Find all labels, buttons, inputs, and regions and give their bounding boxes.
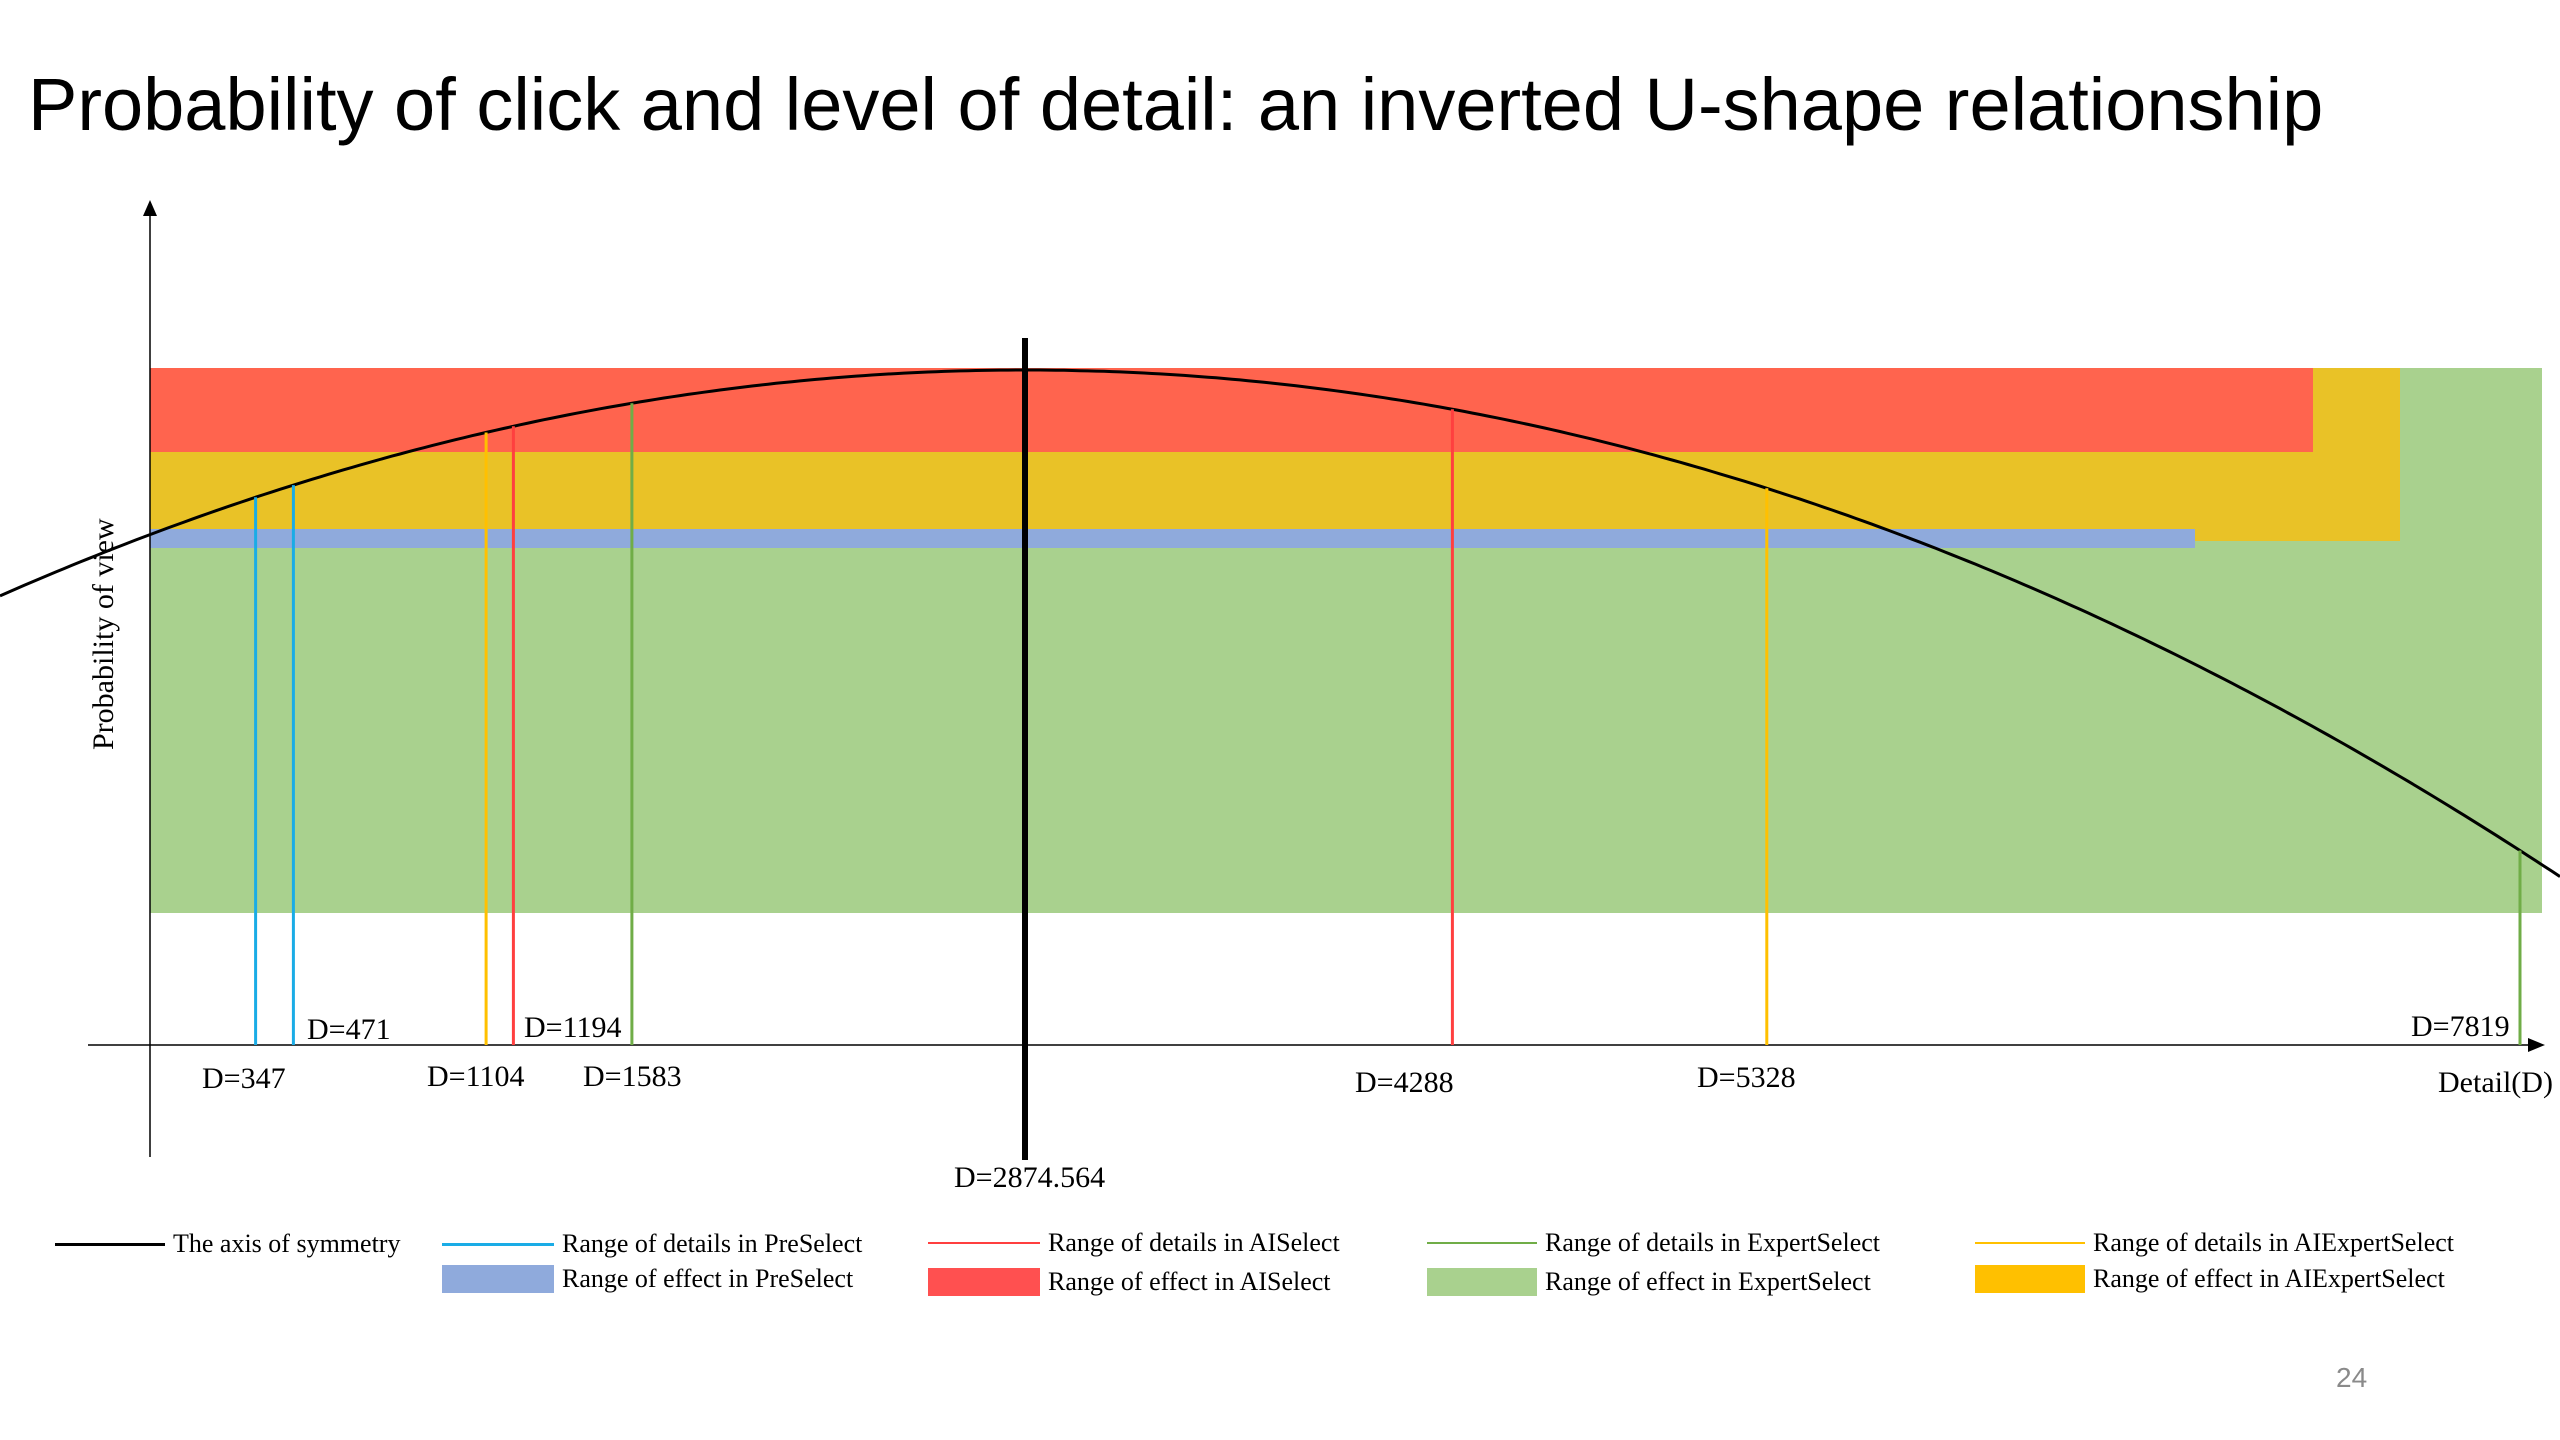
x-axis-label: Detail(D) xyxy=(2438,1066,2553,1099)
band-preselect-effect xyxy=(150,529,2195,548)
marker-label-5328: D=5328 xyxy=(1697,1061,1796,1094)
legend-aiselect-details: Range of details in AISelect xyxy=(928,1228,1340,1258)
legend-aiexpertselect-details-label: Range of details in AIExpertSelect xyxy=(2093,1228,2455,1257)
legend-expertselect-details-label: Range of details in ExpertSelect xyxy=(1545,1228,1881,1257)
legend-symmetry: The axis of symmetry xyxy=(55,1229,400,1259)
legend-aiexpertselect-effect: Range of effect in AIExpertSelect xyxy=(1975,1264,2445,1294)
marker-label-1104: D=1104 xyxy=(427,1060,524,1093)
legend-aiselect-details-line xyxy=(928,1242,1040,1244)
legend-symmetry-label: The axis of symmetry xyxy=(173,1229,401,1258)
inverted-u-curve xyxy=(0,368,2560,878)
legend-aiselect-details-label: Range of details in AISelect xyxy=(1048,1228,1340,1257)
legend-preselect-effect-label: Range of effect in PreSelect xyxy=(562,1264,854,1293)
x-axis-arrow xyxy=(2528,1038,2545,1052)
legend-preselect-effect-swatch xyxy=(442,1265,554,1293)
marker-label-471: D=471 xyxy=(307,1013,391,1046)
legend-aiselect-effect-swatch xyxy=(928,1268,1040,1296)
marker-label-347: D=347 xyxy=(202,1062,286,1095)
marker-label-1194: D=1194 xyxy=(524,1011,621,1044)
legend-aiexpertselect-effect-swatch xyxy=(1975,1265,2085,1293)
legend-aiselect-effect-label: Range of effect in AISelect xyxy=(1048,1267,1331,1296)
legend-preselect-details-line xyxy=(442,1242,554,1246)
legend-expertselect-effect: Range of effect in ExpertSelect xyxy=(1427,1267,1871,1297)
legend-preselect-details: Range of details in PreSelect xyxy=(442,1229,862,1259)
legend-aiexpertselect-details: Range of details in AIExpertSelect xyxy=(1975,1228,2454,1258)
legend-aiselect-effect: Range of effect in AISelect xyxy=(928,1267,1331,1297)
band-aiselect-effect xyxy=(150,368,2313,452)
legend-expertselect-details-line xyxy=(1427,1242,1537,1244)
marker-label-7819: D=7819 xyxy=(2411,1010,2510,1043)
page-number: 24 xyxy=(2336,1362,2368,1393)
legend-expertselect-effect-label: Range of effect in ExpertSelect xyxy=(1545,1267,1871,1296)
y-axis-arrow xyxy=(143,200,157,216)
legend-preselect-details-label: Range of details in PreSelect xyxy=(562,1229,863,1258)
legend-preselect-effect: Range of effect in PreSelect xyxy=(442,1264,853,1294)
legend-expertselect-effect-swatch xyxy=(1427,1268,1537,1296)
legend-symmetry-line xyxy=(55,1242,165,1246)
marker-label-4288: D=4288 xyxy=(1355,1066,1454,1099)
legend-expertselect-details: Range of details in ExpertSelect xyxy=(1427,1228,1880,1258)
legend-aiexpertselect-details-line xyxy=(1975,1242,2085,1244)
slide-title: Probability of click and level of detail… xyxy=(28,63,2324,146)
legend-aiexpertselect-effect-label: Range of effect in AIExpertSelect xyxy=(2093,1264,2445,1293)
y-axis-label: Probability of view xyxy=(87,518,120,750)
symmetry-label: D=2874.564 xyxy=(954,1161,1105,1194)
marker-label-1583: D=1583 xyxy=(583,1060,682,1093)
